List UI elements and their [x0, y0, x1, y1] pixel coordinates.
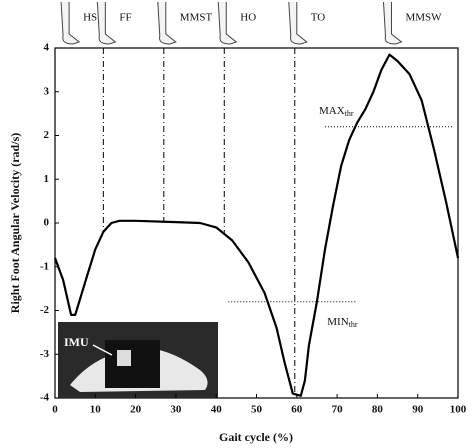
foot-icon	[157, 1, 177, 45]
x-tick-label: 70	[332, 404, 344, 416]
event-label: TO	[311, 12, 326, 24]
y-tick-label: -4	[40, 392, 50, 404]
foot-icon	[217, 1, 238, 45]
x-tick-label: 80	[372, 404, 384, 416]
data-line	[53, 53, 460, 397]
threshold-name: MAX	[319, 104, 345, 116]
event-label: HS	[83, 12, 97, 24]
threshold-sub: thr	[345, 109, 354, 118]
foot-icon	[96, 1, 117, 45]
event-label: HO	[240, 12, 256, 24]
x-tick-label: 0	[52, 404, 58, 416]
y-tick-label: -1	[40, 260, 49, 272]
y-tick-label: -3	[40, 348, 50, 360]
y-tick-label: 0	[44, 217, 50, 229]
y-axis-label: Right Foot Angular Velocity (rad/s)	[8, 133, 22, 313]
y-tick-label: 2	[44, 129, 50, 141]
x-tick-label: 10	[90, 404, 102, 416]
x-tick-label: 40	[211, 404, 223, 416]
x-tick-label: 90	[412, 404, 424, 416]
x-tick-label: 100	[450, 404, 467, 416]
threshold-name: MIN	[327, 315, 348, 327]
x-tick-label: 60	[291, 404, 303, 416]
event-label: MMST	[180, 12, 213, 24]
inset-photo	[58, 322, 218, 398]
foot-icon	[288, 1, 308, 45]
foot-icon	[60, 1, 81, 45]
y-tick-label: 3	[44, 85, 50, 97]
threshold-label: MAXthr	[319, 104, 354, 117]
x-axis-label: Gait cycle (%)	[219, 430, 293, 444]
event-label: FF	[119, 12, 131, 24]
inset-label: IMU	[64, 335, 89, 349]
threshold-sub: thr	[349, 320, 358, 329]
event-label: MMSW	[405, 12, 442, 24]
x-tick-label: 30	[170, 404, 182, 416]
x-tick-label: 50	[251, 404, 263, 416]
y-tick-label: 4	[44, 42, 50, 54]
x-tick-label: 20	[130, 404, 142, 416]
foot-icon	[382, 1, 403, 45]
y-tick-label: 1	[44, 173, 50, 185]
y-tick-label: -2	[40, 304, 50, 316]
threshold-label: MINthr	[327, 315, 358, 328]
